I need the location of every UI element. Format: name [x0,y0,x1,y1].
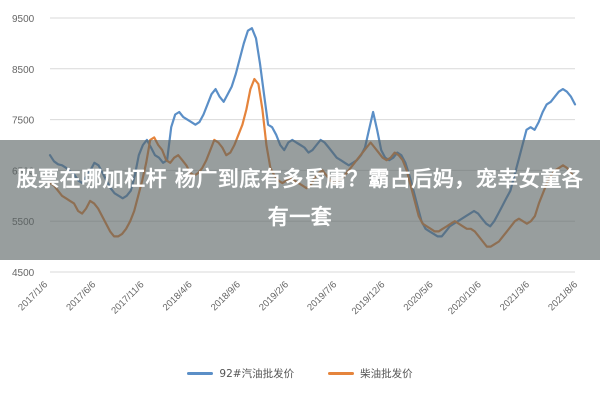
x-tick-label: 2020/5/6 [402,279,436,313]
x-tick-label: 2017/1/6 [16,279,50,313]
y-tick-label: 7500 [12,116,35,127]
legend-item-gasoline: 92#汽油批发价 [187,364,294,382]
x-tick-label: 2018/4/6 [161,279,195,313]
x-tick-label: 2020/10/6 [446,279,484,317]
x-tick-label: 2021/8/6 [546,279,580,313]
x-tick-label: 2018/9/6 [209,279,243,313]
y-tick-label: 8500 [12,65,35,76]
x-tick-label: 2019/12/6 [350,279,388,317]
x-tick-label: 2021/3/6 [498,279,532,313]
headline-text: 股票在哪加杠杆 杨广到底有多昏庸？霸占后妈，宠幸女童各有一套 [16,167,584,229]
legend-item-diesel: 柴油批发价 [328,364,413,382]
chart-legend: 92#汽油批发价 柴油批发价 [0,364,600,382]
legend-swatch-diesel [328,371,355,375]
x-tick-label: 2017/11/6 [109,279,146,316]
x-tick-label: 2019/7/6 [305,279,339,313]
x-tick-label: 2017/6/6 [64,279,98,313]
x-tick-label: 2019/2/6 [257,279,291,313]
legend-swatch-gasoline [187,371,214,375]
legend-label-diesel: 柴油批发价 [360,367,413,380]
y-tick-label: 4500 [12,268,35,279]
legend-label-gasoline: 92#汽油批发价 [219,367,295,380]
headline-banner[interactable]: 股票在哪加杠杆 杨广到底有多昏庸？霸占后妈，宠幸女童各有一套 [0,140,600,260]
y-tick-label: 9500 [12,14,35,25]
